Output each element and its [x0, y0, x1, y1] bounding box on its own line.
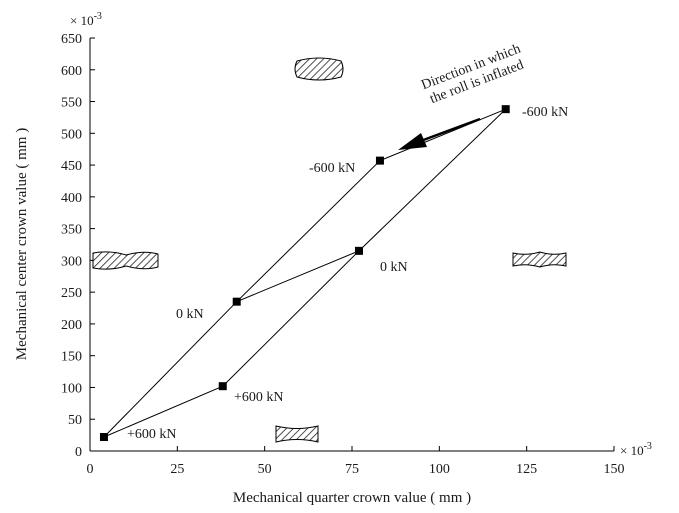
y-tick-label: 600 — [61, 64, 82, 79]
point-label-mid-left: 0 kN — [176, 307, 204, 322]
x-tick-label: 25 — [170, 462, 184, 477]
series-line-1 — [236, 250, 360, 303]
y-tick-label: 450 — [61, 159, 82, 174]
data-point — [354, 246, 363, 255]
y-tick-label: 50 — [68, 413, 82, 428]
x-tick-label: 50 — [258, 462, 272, 477]
y-ticks: 0 50 100 150 200 250 300 350 400 450 500 550 600 650 — [61, 32, 95, 460]
x-tick-label: 75 — [345, 462, 359, 477]
m-wave-roll-icon — [512, 251, 567, 268]
x-ticks: 0 25 50 75 100 125 150 — [87, 446, 625, 477]
concave-roll-icon — [275, 425, 319, 443]
y-tick-label: 400 — [61, 191, 82, 206]
x-tick-label: 150 — [604, 462, 625, 477]
y-tick-label: 100 — [61, 381, 82, 396]
x-tick-label: 125 — [516, 462, 537, 477]
x-axis-title: Mechanical quarter crown value ( mm ) — [233, 490, 471, 506]
point-label-low-right: +600 kN — [234, 390, 284, 405]
series-layer — [103, 108, 507, 438]
x-tick-label: 0 — [87, 462, 94, 477]
point-label-origin: +600 kN — [127, 427, 177, 442]
y-axis-title: Mechanical center crown value ( mm ) — [14, 128, 30, 360]
data-point — [218, 382, 227, 391]
direction-arrow-icon — [398, 117, 481, 150]
y-tick-label: 550 — [61, 96, 82, 111]
y-multiplier: × 10-3 — [70, 11, 102, 28]
data-point — [501, 105, 510, 114]
direction-annotation: Direction in which the roll is inflated — [419, 42, 525, 108]
data-point — [375, 156, 384, 165]
x-multiplier: × 10-3 — [620, 441, 652, 458]
point-label-mid-right: 0 kN — [380, 260, 408, 275]
double-wave-roll-icon — [92, 251, 159, 270]
point-label-top-right: -600 kN — [522, 105, 568, 120]
y-tick-label: 200 — [61, 318, 82, 333]
y-tick-label: 150 — [61, 350, 82, 365]
y-tick-label: 500 — [61, 127, 82, 142]
x-tick-label: 100 — [429, 462, 450, 477]
y-tick-label: 300 — [61, 254, 82, 269]
convex-roll-icon — [294, 57, 344, 81]
data-point — [232, 297, 241, 306]
data-point — [99, 433, 108, 442]
y-tick-label: 0 — [75, 445, 82, 460]
y-tick-label: 350 — [61, 223, 82, 238]
y-tick-label: 650 — [61, 32, 82, 47]
y-tick-label: 250 — [61, 286, 82, 301]
point-label-top-left: -600 kN — [309, 161, 355, 176]
marker-layer — [99, 105, 510, 442]
